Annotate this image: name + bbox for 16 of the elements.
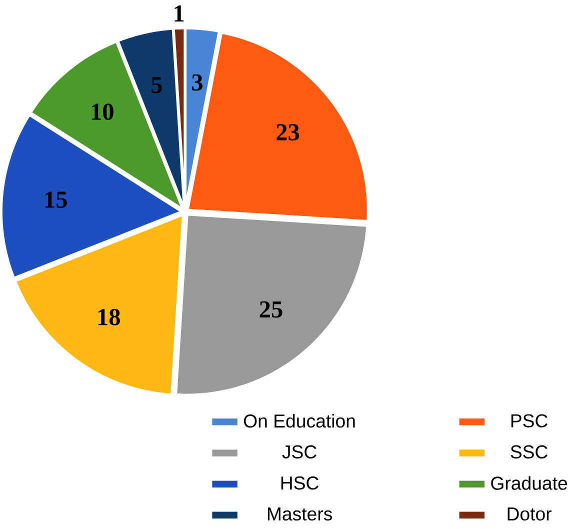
legend-label: HSC xyxy=(281,476,318,490)
legend-label: Masters xyxy=(268,507,332,520)
data-label: 3 xyxy=(192,74,202,91)
data-label: 18 xyxy=(98,308,120,326)
legend-label: On Education xyxy=(244,414,355,428)
data-label: 25 xyxy=(260,301,282,318)
legend-label: JSC xyxy=(282,445,316,458)
data-label: 5 xyxy=(152,76,162,93)
data-label: 1 xyxy=(174,5,184,22)
data-label: 23 xyxy=(276,124,300,140)
legend-label: SSC xyxy=(510,445,548,458)
data-label: 10 xyxy=(92,103,114,120)
data-label: 15 xyxy=(45,191,67,208)
legend-label: Graduate xyxy=(491,476,568,490)
legend-label: PSC xyxy=(511,414,548,428)
legend-label: Dotor xyxy=(508,507,552,520)
